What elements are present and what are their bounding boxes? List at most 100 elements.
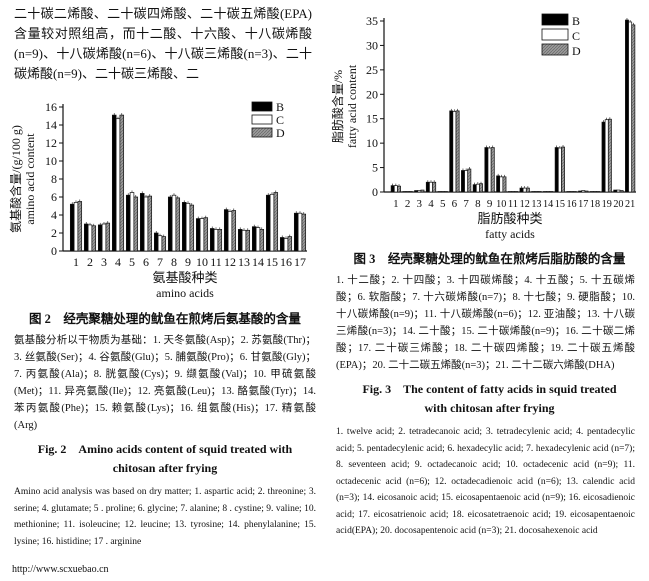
- x-tick-label: 1: [73, 255, 79, 269]
- fig2-title-cn: 图 2 经壳聚糖处理的鱿鱼在煎烤后氨基酸的含量: [29, 312, 301, 326]
- bar-d: [607, 118, 612, 193]
- bar-b: [293, 212, 299, 252]
- y-axis-label-cn: 脂肪酸含量/%: [330, 70, 345, 143]
- x-tick-label: 14: [543, 198, 554, 210]
- bar-d: [584, 190, 589, 193]
- bar-c: [227, 211, 233, 252]
- bar-d: [443, 191, 448, 193]
- bar-d: [259, 229, 265, 252]
- bar-b: [167, 196, 173, 252]
- bar-d: [147, 195, 153, 252]
- bar-c: [546, 191, 551, 193]
- bar-b: [625, 19, 629, 193]
- bar-c: [581, 190, 586, 193]
- body-paragraph: 二十碳二烯酸、二十碳四烯酸、二十碳五烯酸(EPA)含量较对照组高，而十二酸、十六…: [14, 6, 312, 81]
- y-tick-label: 5: [372, 161, 378, 175]
- y-axis-label: amino acid content: [23, 133, 37, 225]
- bar-b: [97, 224, 103, 252]
- bar-c: [534, 191, 539, 193]
- bar-d: [420, 189, 425, 193]
- bar-c: [297, 212, 303, 252]
- legend-label-d: D: [276, 126, 285, 140]
- bar-d: [561, 146, 565, 193]
- bar-c: [199, 218, 205, 252]
- x-tick-label: 7: [157, 255, 163, 269]
- x-tick-label: 11: [210, 255, 222, 269]
- x-tick-label: 6: [143, 255, 149, 269]
- x-tick-label: 4: [115, 255, 121, 269]
- bar-c: [522, 187, 527, 193]
- x-tick-label: 17: [294, 255, 306, 269]
- bar-c: [440, 191, 445, 193]
- bar-c: [417, 190, 422, 193]
- y-tick-label: 2: [51, 226, 57, 240]
- legend-swatch-c: [541, 28, 569, 41]
- bar-b: [195, 218, 201, 252]
- bar-c: [499, 176, 504, 193]
- bar-d: [175, 197, 181, 252]
- bar-c: [393, 185, 398, 193]
- bar-b: [181, 202, 187, 252]
- bar-b: [83, 223, 89, 252]
- bar-b: [578, 190, 583, 193]
- fig3-note-cn: 1. 十二酸；2. 十四酸；3. 十四碳烯酸；4. 十五酸；5. 十五碳烯酸；6…: [336, 275, 635, 371]
- bar-d: [432, 181, 437, 193]
- x-tick-label: 8: [171, 255, 177, 269]
- footer-url[interactable]: http://www.scxuebao.cn: [12, 564, 109, 575]
- bar-b: [209, 228, 215, 252]
- x-axis-label-cn: 脂肪酸种类: [477, 211, 542, 226]
- bar-b: [390, 185, 395, 193]
- legend-label-c: C: [276, 113, 284, 127]
- x-tick-label: 4: [428, 198, 434, 210]
- y-tick-label: 6: [51, 190, 57, 204]
- bar-c: [464, 170, 469, 193]
- y-tick-label: 20: [366, 87, 378, 101]
- legend-label-b: B: [276, 100, 284, 114]
- bar-c: [255, 227, 261, 252]
- bar-b: [496, 175, 501, 193]
- bar-d: [287, 236, 293, 252]
- x-tick-label: 2: [87, 255, 93, 269]
- bar-c: [475, 183, 480, 193]
- y-tick-label: 30: [366, 38, 378, 52]
- x-tick-label: 11: [508, 198, 518, 210]
- bar-b: [554, 147, 559, 193]
- bar-b: [265, 194, 271, 252]
- x-tick-label: 18: [590, 198, 601, 210]
- bar-b: [69, 203, 75, 252]
- x-tick-label: 5: [129, 255, 135, 269]
- bar-d: [514, 191, 519, 193]
- x-tick-label: 6: [452, 198, 458, 210]
- right-column: 0 5 10 15 20 25 30 35 1 2 3 4 5 6 7 8 9 10 11 12 13 14 15 16 17 1…: [330, 0, 649, 581]
- bar-b: [414, 190, 419, 193]
- x-tick-label: 21: [625, 198, 635, 210]
- bar-d: [301, 213, 307, 252]
- y-tick-label: 25: [366, 63, 378, 77]
- x-axis-label: amino acids: [156, 286, 214, 300]
- x-tick-label: 2: [405, 198, 411, 210]
- bar-d: [273, 192, 279, 252]
- y-tick-label: 12: [45, 136, 57, 150]
- bar-c: [628, 21, 633, 193]
- bar-c: [157, 235, 163, 252]
- bar-d: [490, 147, 495, 193]
- legend-swatch-c: [251, 114, 273, 125]
- bar-b: [601, 121, 606, 193]
- bar-c: [143, 196, 149, 252]
- bar-b: [425, 181, 430, 193]
- fig2-note-cn: 氨基酸分析以干物质为基础：1. 天冬氨酸(Asp)；2. 苏氨酸(Thr)；3.…: [14, 335, 316, 431]
- bar-b: [461, 170, 465, 193]
- bar-b: [484, 147, 489, 193]
- bar-c: [405, 191, 410, 193]
- bar-b: [613, 189, 618, 193]
- bar-b: [589, 191, 594, 193]
- y-tick-label: 15: [366, 112, 378, 126]
- x-tick-label: 12: [520, 198, 530, 210]
- bar-b: [531, 191, 536, 193]
- x-tick-label: 16: [566, 198, 577, 210]
- bar-b: [139, 193, 145, 252]
- bar-b: [125, 194, 131, 252]
- x-tick-label: 5: [440, 198, 446, 210]
